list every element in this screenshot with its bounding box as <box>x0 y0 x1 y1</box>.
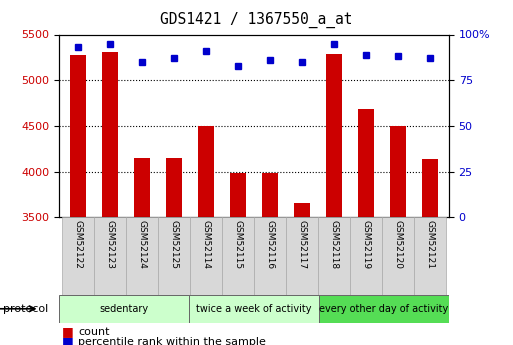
Bar <box>294 203 310 217</box>
Bar <box>102 52 118 217</box>
Text: GSM52117: GSM52117 <box>298 220 306 269</box>
Bar <box>326 54 342 217</box>
Bar <box>254 217 286 295</box>
Bar <box>422 159 438 217</box>
Bar <box>134 158 150 217</box>
Text: count: count <box>78 327 110 337</box>
Text: GSM52114: GSM52114 <box>202 220 210 269</box>
Bar <box>262 172 278 217</box>
Text: ■: ■ <box>62 335 73 345</box>
Bar <box>70 55 86 217</box>
Text: GSM52123: GSM52123 <box>106 220 114 269</box>
Bar <box>350 217 382 295</box>
Bar <box>190 217 222 295</box>
Text: percentile rank within the sample: percentile rank within the sample <box>78 337 266 345</box>
Bar <box>166 158 182 217</box>
Bar <box>126 217 158 295</box>
Bar <box>189 295 319 323</box>
Text: protocol: protocol <box>3 304 48 314</box>
Bar <box>198 126 214 217</box>
Bar <box>59 295 189 323</box>
Text: every other day of activity: every other day of activity <box>319 304 448 314</box>
Bar <box>390 126 406 217</box>
Text: GSM52121: GSM52121 <box>425 220 434 269</box>
Text: ■: ■ <box>62 325 73 338</box>
Text: GSM52120: GSM52120 <box>393 220 402 269</box>
Text: GSM52125: GSM52125 <box>169 220 179 269</box>
Text: GSM52116: GSM52116 <box>265 220 274 269</box>
Bar <box>286 217 318 295</box>
Text: twice a week of activity: twice a week of activity <box>196 304 312 314</box>
Bar <box>94 217 126 295</box>
Bar <box>413 217 446 295</box>
Bar <box>158 217 190 295</box>
Bar <box>382 217 413 295</box>
Text: GDS1421 / 1367550_a_at: GDS1421 / 1367550_a_at <box>160 12 353 28</box>
Bar <box>319 295 449 323</box>
Bar <box>318 217 350 295</box>
Text: GSM52115: GSM52115 <box>233 220 243 269</box>
Bar <box>62 217 94 295</box>
Bar <box>358 109 374 217</box>
Bar <box>230 174 246 217</box>
Text: sedentary: sedentary <box>100 304 149 314</box>
Text: GSM52124: GSM52124 <box>137 220 147 268</box>
Text: GSM52122: GSM52122 <box>74 220 83 268</box>
Text: GSM52118: GSM52118 <box>329 220 339 269</box>
Bar <box>222 217 254 295</box>
Text: GSM52119: GSM52119 <box>361 220 370 269</box>
